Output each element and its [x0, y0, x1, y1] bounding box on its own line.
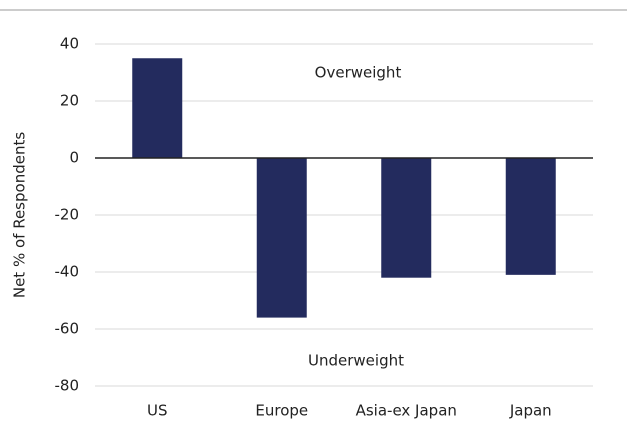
y-tick-label: 20	[60, 92, 79, 110]
bar	[505, 158, 556, 275]
y-tick-label: -40	[55, 263, 80, 281]
y-tick-label: -20	[55, 206, 80, 224]
bar	[256, 158, 307, 318]
y-tick-label: -60	[55, 320, 80, 338]
y-tick-label: 40	[60, 35, 79, 53]
y-tick-label: 0	[69, 149, 79, 167]
x-tick-label: Japan	[509, 402, 552, 420]
y-axis-label: Net % of Respondents	[11, 132, 29, 298]
x-tick-label: US	[147, 402, 168, 420]
bar	[381, 158, 432, 278]
annotation: Overweight	[315, 64, 402, 82]
x-tick-label: Europe	[255, 402, 308, 420]
x-tick-label: Asia-ex Japan	[356, 402, 457, 420]
y-tick-label: -80	[55, 377, 80, 395]
bar	[132, 58, 183, 158]
annotation: Underweight	[308, 352, 404, 370]
